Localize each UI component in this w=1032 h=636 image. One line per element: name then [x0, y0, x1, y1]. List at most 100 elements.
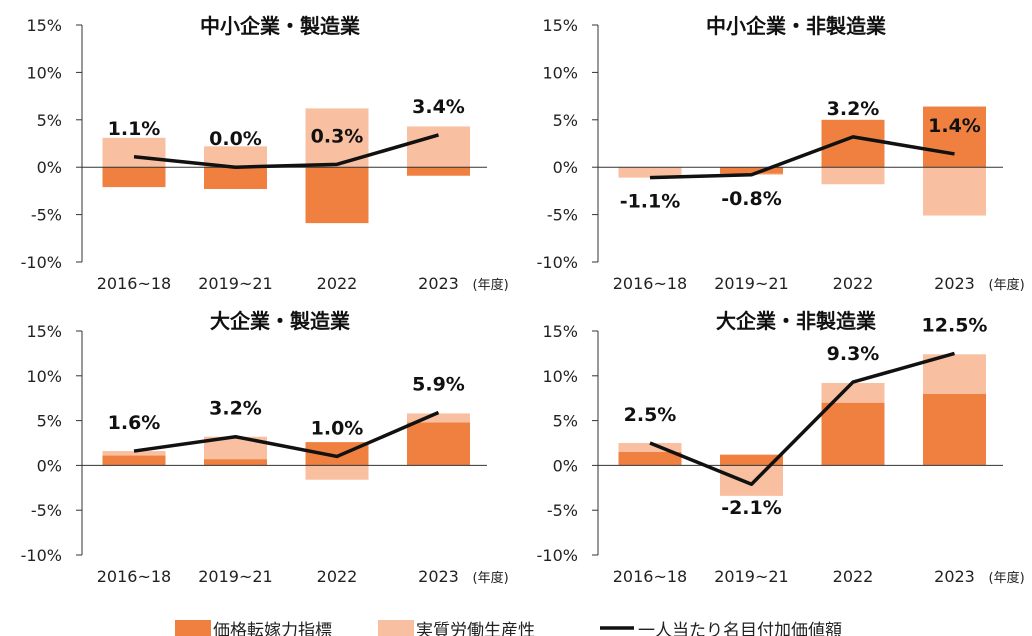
y-tick-label: 0% [37, 456, 62, 475]
y-tick-label: 10% [542, 63, 578, 82]
legend-item: 価格転嫁力指標 [175, 620, 332, 636]
y-tick-label: -5% [547, 501, 578, 520]
data-label: 5.9% [412, 374, 465, 396]
bar-price-pass-through [204, 459, 267, 466]
bar-price-pass-through [618, 451, 682, 466]
x-tick-label: 2016~18 [613, 567, 687, 586]
data-label: 1.1% [108, 118, 161, 140]
x-unit-label: (年度) [473, 570, 509, 586]
y-tick-label: -10% [537, 253, 578, 272]
y-tick-label: 15% [542, 16, 578, 35]
data-label: 0.0% [209, 128, 262, 150]
legend-label: 価格転嫁力指標 [213, 621, 332, 636]
bar-real-labor-productivity [407, 413, 470, 423]
y-tick-label: -10% [21, 546, 62, 565]
bar-real-labor-productivity [407, 126, 470, 168]
bar-price-pass-through [204, 167, 267, 190]
data-label: 9.3% [827, 343, 880, 365]
data-label: 3.2% [209, 398, 262, 420]
chart-panel-4: 大企業・非製造業 15% 10% 5% 0% -5% -10% 2016~18 2019~21 2… [537, 309, 1025, 586]
bar-real-labor-productivity [821, 167, 885, 185]
x-tick-label: 2019~21 [198, 274, 272, 293]
data-label: -2.1% [721, 497, 782, 519]
legend: 価格転嫁力指標 実質労働生産性 一人当たり名目付加価値額 [175, 620, 842, 636]
chart-title: 中小企業・製造業 [200, 14, 361, 38]
bar-real-labor-productivity [720, 465, 783, 496]
chart-panel-1: 中小企業・製造業 15% 10% 5% 0% -5% -10% 2016~18 2019~21 2… [21, 14, 509, 293]
bar-price-pass-through [923, 393, 986, 466]
y-tick-label: -5% [547, 206, 578, 225]
bar-price-pass-through [305, 167, 369, 224]
data-label: 12.5% [922, 314, 988, 336]
x-tick-label: 2019~21 [714, 567, 788, 586]
legend-swatch [378, 620, 414, 636]
bar-price-pass-through [720, 167, 783, 174]
bar-real-labor-productivity [923, 167, 986, 216]
y-tick-label: 15% [26, 16, 62, 35]
y-tick-label: 5% [553, 111, 578, 130]
chart-panel-2: 中小企業・非製造業 15% 10% 5% 0% -5% -10% 2016~18 2019~21… [537, 14, 1025, 293]
bar-price-pass-through [102, 455, 166, 466]
data-label: 3.4% [412, 96, 465, 118]
y-tick-label: 10% [26, 63, 62, 82]
legend-item: 一人当たり名目付加価値額 [600, 621, 842, 636]
y-tick-label: -10% [537, 546, 578, 565]
y-tick-label: -10% [21, 253, 62, 272]
y-tick-label: 5% [37, 412, 62, 431]
line-nominal-value-added-per-worker [133, 410, 440, 459]
y-tick-label: 15% [26, 322, 62, 341]
y-tick-label: 10% [26, 367, 62, 386]
x-unit-label: (年度) [473, 277, 509, 293]
line-nominal-value-added-per-worker [133, 133, 439, 169]
y-tick-label: -5% [31, 501, 62, 520]
x-tick-label: 2016~18 [97, 567, 171, 586]
legend-swatch [175, 620, 211, 636]
bar-price-pass-through [923, 106, 986, 168]
data-label: 3.2% [827, 98, 880, 120]
x-tick-label: 2022 [317, 274, 358, 293]
x-tick-label: 2023 [418, 274, 459, 293]
data-label: 1.0% [311, 417, 364, 439]
x-tick-label: 2023 [934, 274, 975, 293]
x-tick-label: 2022 [833, 567, 874, 586]
x-unit-label: (年度) [989, 277, 1025, 293]
y-tick-label: 10% [542, 367, 578, 386]
bar-price-pass-through [407, 167, 470, 176]
x-tick-label: 2022 [833, 274, 874, 293]
bar-real-labor-productivity [102, 451, 166, 456]
x-tick-label: 2016~18 [97, 274, 171, 293]
data-label: 1.4% [928, 115, 981, 137]
x-unit-label: (年度) [989, 570, 1025, 586]
chart-title: 中小企業・非製造業 [706, 14, 887, 38]
legend-label: 実質労働生産性 [416, 621, 535, 636]
bar-real-labor-productivity [618, 443, 682, 452]
data-label: -0.8% [721, 188, 782, 210]
chart-panel-3: 大企業・製造業 15% 10% 5% 0% -5% -10% 2016~18 2019~21 20… [21, 309, 509, 586]
data-label: -1.1% [620, 191, 681, 213]
bar-real-labor-productivity [102, 137, 166, 168]
data-label: 2.5% [624, 404, 677, 426]
bar-real-labor-productivity [618, 167, 682, 178]
chart-title: 大企業・非製造業 [716, 309, 877, 333]
y-tick-label: 5% [553, 412, 578, 431]
x-tick-label: 2023 [934, 567, 975, 586]
x-tick-label: 2023 [418, 567, 459, 586]
bar-real-labor-productivity [305, 465, 369, 480]
y-tick-label: -5% [31, 206, 62, 225]
legend-label: 一人当たり名目付加価値額 [638, 621, 842, 636]
y-tick-label: 15% [542, 322, 578, 341]
x-tick-label: 2019~21 [198, 567, 272, 586]
y-tick-label: 0% [553, 158, 578, 177]
bar-price-pass-through [720, 454, 783, 466]
x-tick-label: 2019~21 [714, 274, 788, 293]
x-tick-label: 2016~18 [613, 274, 687, 293]
y-tick-label: 5% [37, 111, 62, 130]
y-tick-label: 0% [553, 456, 578, 475]
x-tick-label: 2022 [317, 567, 358, 586]
bar-price-pass-through [102, 167, 166, 188]
bar-real-labor-productivity [204, 436, 267, 460]
bar-real-labor-productivity [821, 382, 885, 403]
data-label: 0.3% [311, 125, 364, 147]
legend-item: 実質労働生産性 [378, 620, 535, 636]
line-nominal-value-added-per-worker [649, 351, 955, 486]
